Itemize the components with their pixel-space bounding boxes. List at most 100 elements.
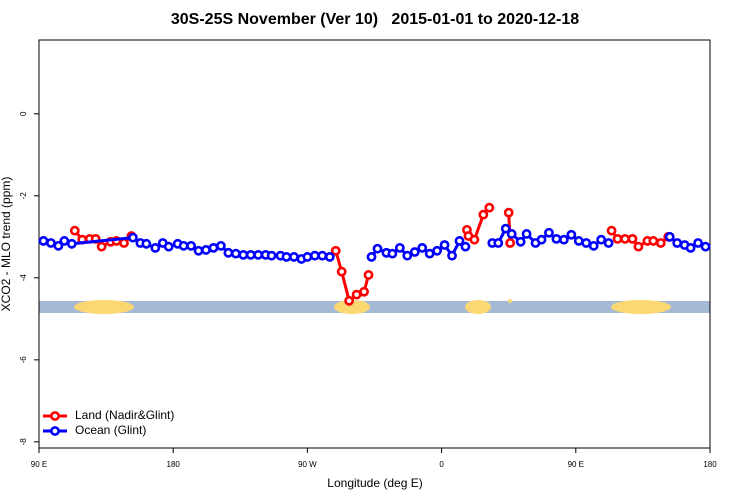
data-point xyxy=(655,238,666,248)
data-point xyxy=(253,249,264,260)
data-point xyxy=(344,295,355,306)
data-point xyxy=(409,247,420,257)
land-patch xyxy=(74,300,134,314)
y-tick-label: -6 xyxy=(19,356,28,364)
data-point xyxy=(606,225,617,236)
data-point xyxy=(128,232,138,243)
data-point xyxy=(424,248,435,259)
x-tick-label: 180 xyxy=(167,460,181,469)
legend-label: Ocean (Glint) xyxy=(75,423,146,437)
data-point xyxy=(627,233,638,244)
data-point xyxy=(503,207,514,218)
data-point xyxy=(620,233,630,244)
data-point xyxy=(672,238,683,248)
data-point xyxy=(351,289,362,300)
data-point xyxy=(266,250,277,261)
data-point xyxy=(536,234,547,245)
data-point xyxy=(551,233,562,244)
x-tick-label: 90 W xyxy=(298,460,317,469)
x-tick-label: 90 E xyxy=(568,460,584,469)
data-point xyxy=(46,238,56,248)
data-point xyxy=(324,252,335,262)
x-tick-label: 0 xyxy=(439,460,444,469)
data-point xyxy=(566,229,577,240)
data-point xyxy=(317,250,328,261)
data-point xyxy=(330,245,341,256)
y-axis-label: XCO2 - MLO trend (ppm) xyxy=(0,177,13,312)
data-point xyxy=(544,227,554,238)
data-point xyxy=(66,238,77,249)
data-point xyxy=(238,249,249,260)
y-tick-label: 0 xyxy=(19,111,28,116)
y-tick-label: -2 xyxy=(19,192,28,200)
data-point xyxy=(402,250,413,261)
data-point xyxy=(432,245,443,256)
data-point xyxy=(439,240,450,250)
plot-frame xyxy=(38,39,711,449)
land-patch xyxy=(334,300,370,314)
data-point xyxy=(648,236,659,246)
data-point xyxy=(454,236,465,246)
chart-title: 30S-25S November (Ver 10) 2015-01-01 to … xyxy=(171,11,579,28)
data-point xyxy=(363,270,374,280)
data-point xyxy=(163,241,174,252)
data-point xyxy=(59,236,70,246)
x-tick-label: 90 E xyxy=(31,460,47,469)
data-point xyxy=(417,242,428,253)
data-point xyxy=(685,242,696,253)
data-point xyxy=(581,238,592,248)
data-point xyxy=(289,252,299,262)
data-point xyxy=(38,236,49,246)
surface-band xyxy=(39,299,710,314)
data-point xyxy=(201,245,211,255)
data-point xyxy=(603,238,614,248)
legend: Land (Nadir&Glint)Ocean (Glint) xyxy=(43,408,174,437)
data-point xyxy=(186,240,196,251)
legend-marker xyxy=(50,411,60,421)
data-point xyxy=(216,240,226,251)
y-tick-label: -4 xyxy=(19,274,28,282)
land-patch xyxy=(465,300,491,314)
data-point xyxy=(469,234,480,245)
data-point xyxy=(359,286,369,297)
data-point xyxy=(447,250,457,261)
land-patch xyxy=(611,300,671,314)
x-tick-label: 180 xyxy=(703,460,717,469)
data-point xyxy=(506,229,517,239)
data-point xyxy=(223,247,234,258)
data-point xyxy=(281,252,292,262)
legend-label: Land (Nadir&Glint) xyxy=(75,408,174,422)
data-point xyxy=(693,238,703,248)
data-point xyxy=(366,252,377,262)
data-point xyxy=(387,248,398,259)
data-point xyxy=(596,234,607,245)
land-patch xyxy=(508,299,512,303)
data-point xyxy=(372,243,383,254)
data-point xyxy=(500,223,511,234)
data-point xyxy=(505,238,516,248)
data-point xyxy=(493,238,504,248)
data-point xyxy=(460,241,471,252)
data-point xyxy=(69,225,80,236)
data-point xyxy=(573,236,584,246)
data-point xyxy=(193,245,204,256)
data-point xyxy=(664,231,675,242)
data-point xyxy=(633,241,644,252)
data-point xyxy=(230,248,241,259)
legend-marker xyxy=(50,426,60,436)
data-point xyxy=(141,238,152,249)
data-point xyxy=(336,266,347,277)
data-point xyxy=(119,238,129,248)
data-point xyxy=(515,236,526,247)
band xyxy=(39,301,710,313)
data-point xyxy=(150,242,161,253)
data-point xyxy=(302,252,313,262)
data-point xyxy=(612,233,623,244)
data-point xyxy=(588,240,599,251)
data-point xyxy=(484,202,495,213)
data-point xyxy=(558,234,569,245)
x-axis-label: Longitude (deg E) xyxy=(327,476,422,490)
data-point xyxy=(700,241,711,252)
